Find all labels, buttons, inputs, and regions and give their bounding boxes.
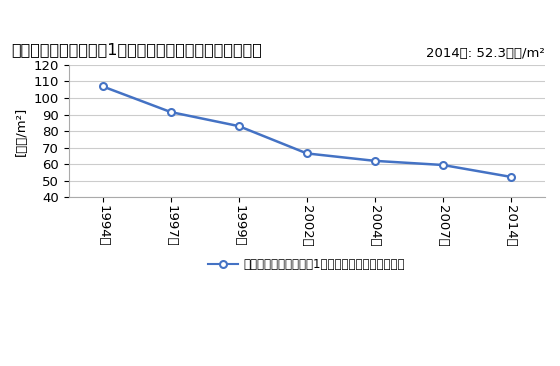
Y-axis label: [万円/m²]: [万円/m²] xyxy=(15,107,28,156)
Legend: 各種商品小売業の店舗1平米当たり年間商品販売額: 各種商品小売業の店舗1平米当たり年間商品販売額 xyxy=(204,254,410,276)
Text: 各種商品小売業の店舗1平米当たり年間商品販売額の推移: 各種商品小売業の店舗1平米当たり年間商品販売額の推移 xyxy=(12,42,263,57)
Text: 2014年: 52.3万円/m²: 2014年: 52.3万円/m² xyxy=(426,46,545,60)
